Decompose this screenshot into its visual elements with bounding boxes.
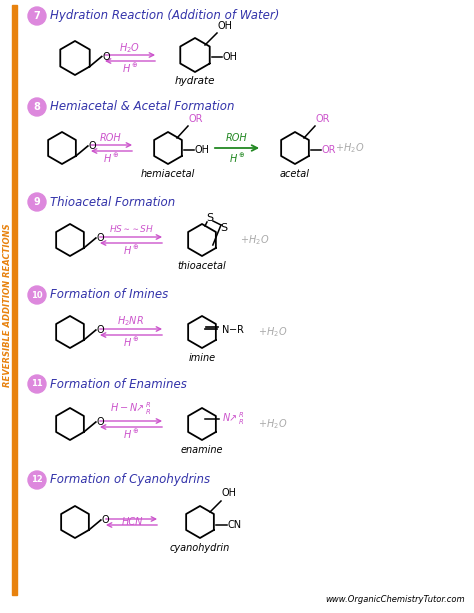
Text: $+H_2O$: $+H_2O$ — [335, 141, 365, 155]
Text: 9: 9 — [34, 197, 40, 207]
Text: Formation of Cyanohydrins: Formation of Cyanohydrins — [50, 473, 210, 487]
Text: 12: 12 — [31, 476, 43, 484]
Text: 10: 10 — [31, 291, 43, 300]
Text: Formation of Imines: Formation of Imines — [50, 289, 168, 302]
Text: $+H_2O$: $+H_2O$ — [240, 233, 269, 247]
Text: O: O — [89, 141, 97, 151]
Text: N$-$R: N$-$R — [221, 323, 245, 335]
Text: CN: CN — [228, 520, 242, 530]
Text: cyanohydrin: cyanohydrin — [170, 543, 230, 553]
Text: hydrate: hydrate — [175, 76, 215, 86]
Text: enamine: enamine — [181, 445, 223, 455]
Text: O: O — [97, 233, 104, 243]
Text: $H_2NR$: $H_2NR$ — [118, 314, 145, 328]
Text: OR: OR — [322, 145, 337, 155]
Text: ROH: ROH — [226, 133, 248, 143]
Text: $+H_2O$: $+H_2O$ — [258, 325, 287, 339]
Text: OH: OH — [195, 145, 210, 155]
Text: $H-N\!\!\nearrow^R_R$: $H-N\!\!\nearrow^R_R$ — [110, 401, 152, 417]
Text: HS$\mathtt{\sim\sim}$SH: HS$\mathtt{\sim\sim}$SH — [109, 224, 153, 235]
Text: $N\!\!\nearrow^R_R$: $N\!\!\nearrow^R_R$ — [222, 411, 244, 427]
Text: REVERSIBLE ADDITION REACTIONS: REVERSIBLE ADDITION REACTIONS — [3, 223, 12, 387]
Text: 8: 8 — [34, 102, 40, 112]
Text: OR: OR — [189, 114, 203, 124]
Text: OR: OR — [316, 114, 330, 124]
Text: ROH: ROH — [100, 133, 122, 143]
Text: $H_2O$: $H_2O$ — [119, 41, 141, 55]
Bar — [12, 5, 17, 595]
Text: O: O — [102, 515, 109, 525]
Text: O: O — [97, 417, 104, 427]
Circle shape — [28, 375, 46, 393]
Text: $H^\oplus$: $H^\oplus$ — [103, 151, 119, 164]
Circle shape — [28, 286, 46, 304]
Text: S: S — [220, 223, 228, 233]
Text: $H^\oplus$: $H^\oplus$ — [122, 61, 138, 75]
Text: HCN: HCN — [121, 517, 143, 527]
Text: Formation of Enamines: Formation of Enamines — [50, 378, 187, 390]
Text: OH: OH — [223, 52, 238, 62]
Text: 7: 7 — [34, 11, 40, 21]
Text: $H^\oplus$: $H^\oplus$ — [123, 243, 139, 257]
Circle shape — [28, 471, 46, 489]
Circle shape — [28, 193, 46, 211]
Text: $+H_2O$: $+H_2O$ — [258, 417, 287, 431]
Text: OH: OH — [218, 21, 233, 31]
Text: O: O — [103, 51, 110, 61]
Circle shape — [28, 7, 46, 25]
Text: Hemiacetal & Acetal Formation: Hemiacetal & Acetal Formation — [50, 101, 235, 113]
Text: www.OrganicChemistryTutor.com: www.OrganicChemistryTutor.com — [325, 595, 465, 604]
Text: 11: 11 — [31, 379, 43, 389]
Text: hemiacetal: hemiacetal — [141, 169, 195, 179]
Text: acetal: acetal — [280, 169, 310, 179]
Text: Hydration Reaction (Addition of Water): Hydration Reaction (Addition of Water) — [50, 9, 279, 23]
Text: $H^\oplus$: $H^\oplus$ — [229, 151, 245, 164]
Circle shape — [28, 98, 46, 116]
Text: S: S — [207, 213, 214, 223]
Text: thioacetal: thioacetal — [178, 261, 227, 271]
Text: $H^\oplus$: $H^\oplus$ — [123, 335, 139, 349]
Text: $H^\oplus$: $H^\oplus$ — [123, 427, 139, 441]
Text: O: O — [97, 325, 104, 335]
Text: imine: imine — [189, 353, 216, 363]
Text: Thioacetal Formation: Thioacetal Formation — [50, 196, 175, 208]
Text: OH: OH — [222, 488, 237, 498]
